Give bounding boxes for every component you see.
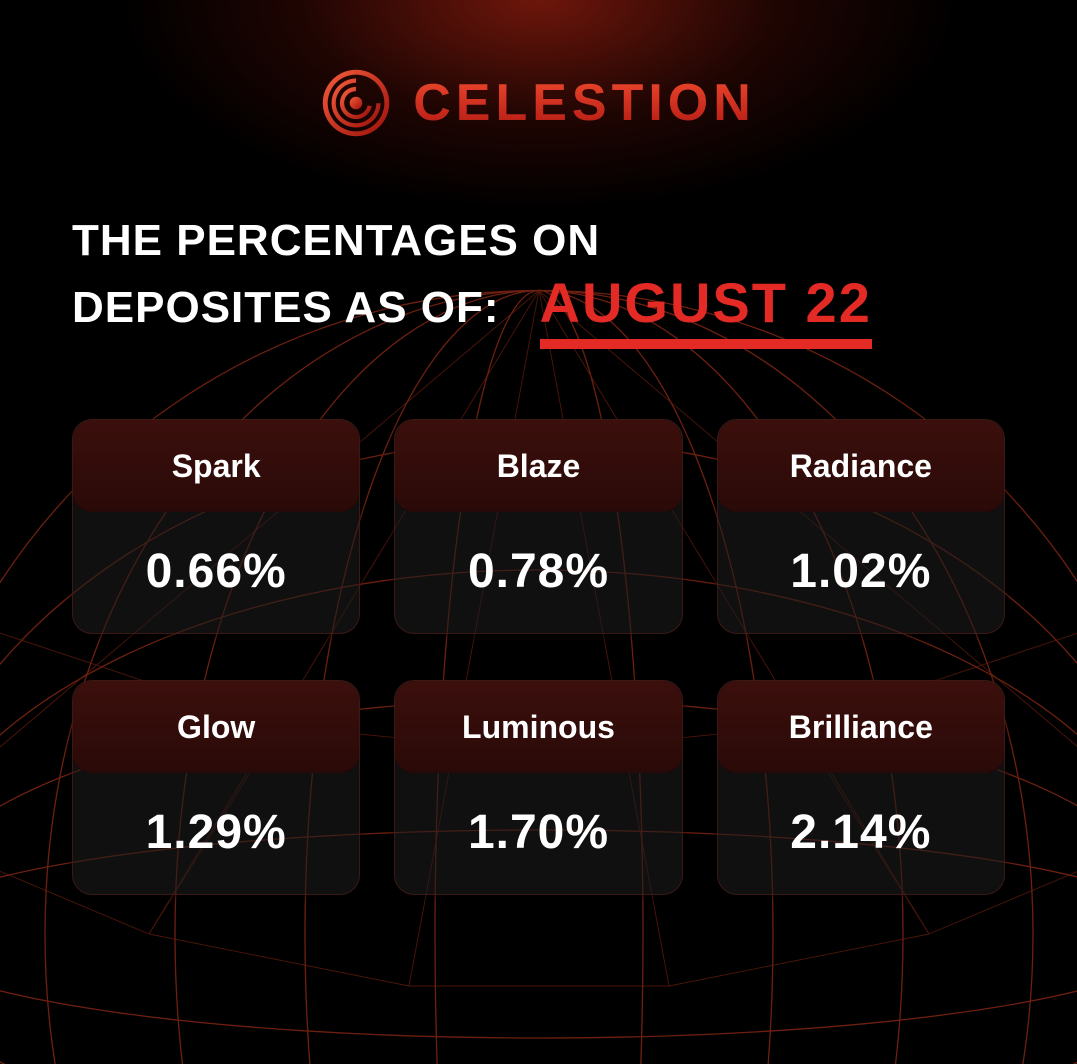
card-title: Glow [83, 709, 349, 746]
card-value: 1.70% [405, 805, 671, 860]
logo-wordmark: CELESTION [413, 73, 756, 133]
card-title: Blaze [405, 448, 671, 485]
headline: THE PERCENTAGES ON DEPOSITES AS OF: AUGU… [72, 216, 1005, 335]
card-value: 1.02% [728, 544, 994, 599]
card-brilliance: Brilliance 2.14% [717, 680, 1005, 895]
headline-underline [540, 339, 872, 349]
cards-grid: Spark 0.66% Blaze 0.78% Radiance 1.02% G… [72, 419, 1005, 895]
card-title: Luminous [405, 709, 671, 746]
logo-swirl-icon [321, 68, 391, 138]
card-glow: Glow 1.29% [72, 680, 360, 895]
card-radiance: Radiance 1.02% [717, 419, 1005, 634]
card-luminous: Luminous 1.70% [394, 680, 682, 895]
logo: CELESTION [72, 0, 1005, 138]
card-spark: Spark 0.66% [72, 419, 360, 634]
card-blaze: Blaze 0.78% [394, 419, 682, 634]
card-value: 0.66% [83, 544, 349, 599]
card-value: 1.29% [83, 805, 349, 860]
headline-date-wrap: AUGUST 22 [540, 270, 872, 335]
headline-date: AUGUST 22 [540, 271, 872, 334]
stage: CELESTION THE PERCENTAGES ON DEPOSITES A… [0, 0, 1077, 1064]
card-title: Radiance [728, 448, 994, 485]
card-value: 0.78% [405, 544, 671, 599]
card-value: 2.14% [728, 805, 994, 860]
card-title: Spark [83, 448, 349, 485]
headline-line-1: THE PERCENTAGES ON [72, 216, 600, 266]
card-title: Brilliance [728, 709, 994, 746]
headline-line-2: DEPOSITES AS OF: [72, 283, 500, 333]
